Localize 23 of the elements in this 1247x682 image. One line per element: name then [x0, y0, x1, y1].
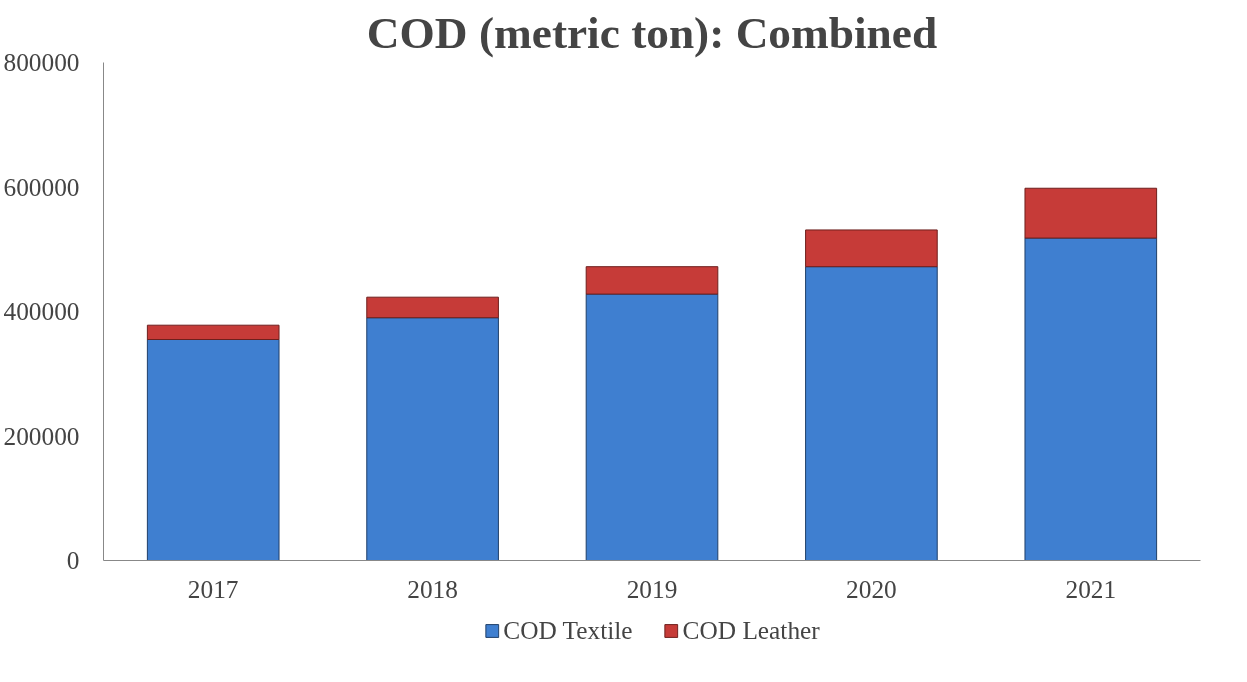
bar [366, 317, 499, 561]
bar [585, 293, 719, 561]
y-tick-label: 0 [66, 546, 80, 574]
x-tick-label: 2017 [187, 574, 239, 603]
bar [366, 296, 499, 319]
bar [146, 324, 280, 341]
y-tick-label: 800000 [3, 48, 80, 76]
y-tick-label: 200000 [3, 421, 80, 450]
x-tick-label: 2021 [1065, 574, 1117, 603]
bar [585, 266, 719, 295]
y-tick-label: 400000 [3, 297, 80, 325]
bar [805, 229, 938, 268]
bar [805, 266, 938, 561]
x-tick-label: 2020 [846, 574, 897, 603]
chart-title: COD (metric ton): Combined [366, 7, 938, 58]
x-tick-label: 2018 [407, 574, 458, 603]
bar [1024, 237, 1158, 561]
x-tick-label: 2019 [626, 574, 678, 603]
legend-label: COD Leather [682, 615, 820, 645]
legend-label: COD Textile [503, 615, 633, 645]
y-tick-label: 600000 [3, 172, 80, 201]
bar [146, 339, 280, 561]
bar [1024, 187, 1158, 239]
